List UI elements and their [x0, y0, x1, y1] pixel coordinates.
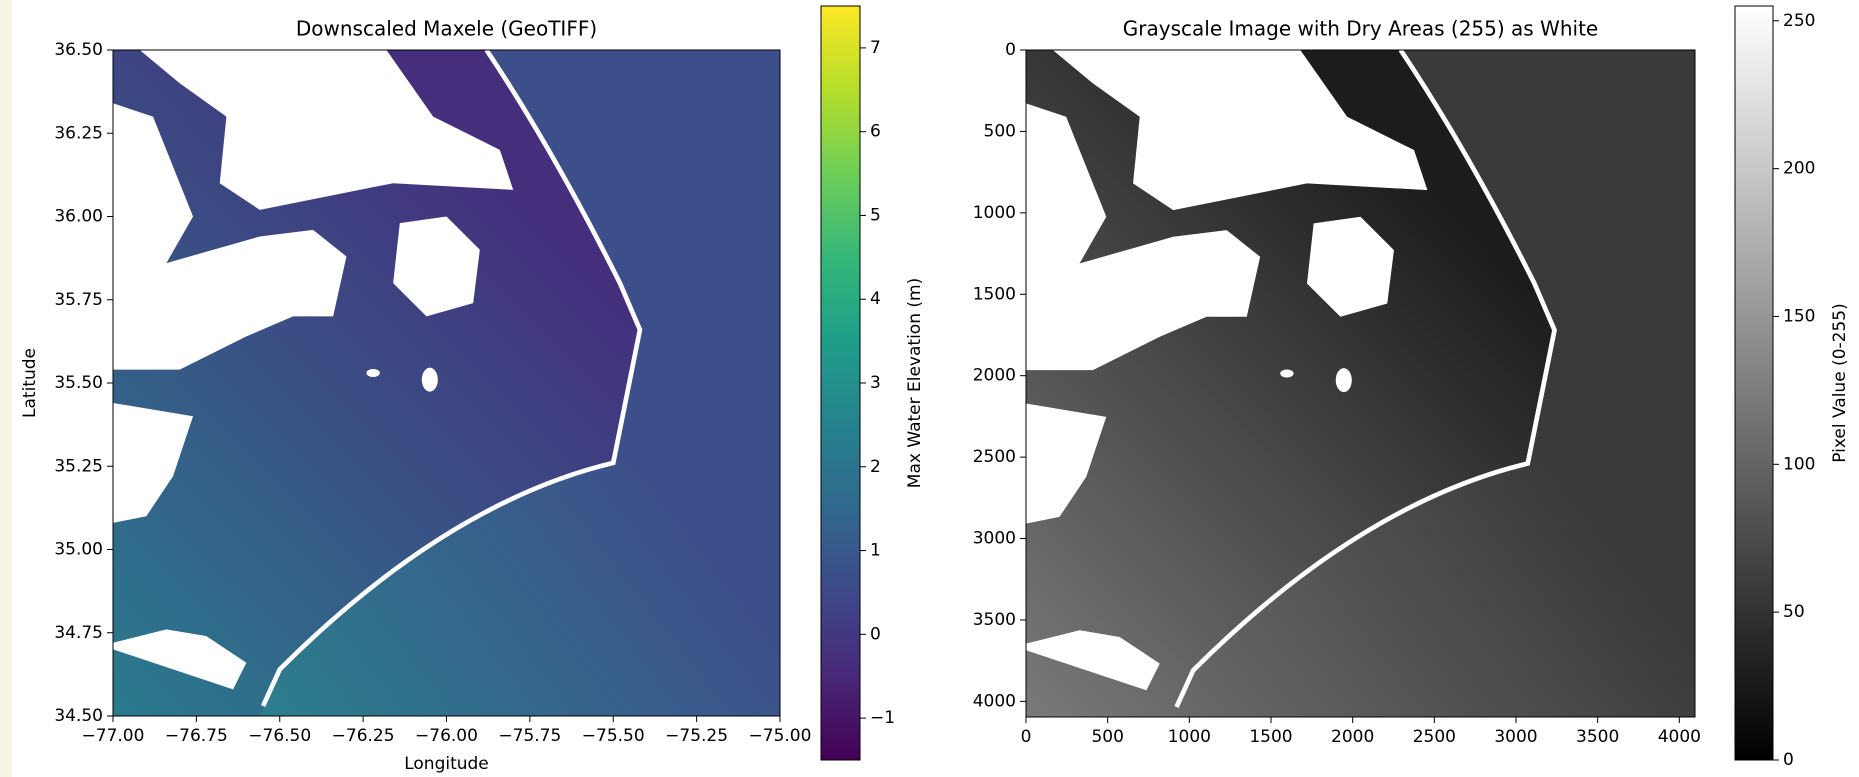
ocean — [259, 50, 781, 716]
colorbar-tick-label: −1 — [870, 708, 895, 728]
x-tick-label: 3000 — [1494, 727, 1537, 747]
colorbar-tick-label: 2 — [870, 457, 881, 477]
x-tick-label: −75.75 — [498, 726, 561, 746]
x-tick-label: −75.25 — [665, 726, 728, 746]
x-tick-label: 1000 — [1168, 727, 1211, 747]
dry-land — [139, 50, 514, 210]
y-tick-label: 1000 — [973, 203, 1016, 223]
colorbar-tick-label: 7 — [870, 38, 881, 58]
ocean — [1173, 50, 1695, 718]
dry-land — [393, 216, 480, 317]
colorbar-tick-label: 0 — [1783, 750, 1794, 770]
dry-land — [113, 629, 247, 690]
y-tick-label: 35.75 — [54, 290, 103, 310]
y-axis-label: Latitude — [20, 348, 40, 418]
y-tick-label: 34.75 — [54, 623, 103, 643]
x-axis-label: Longitude — [404, 754, 489, 774]
x-tick-label: 1500 — [1249, 727, 1292, 747]
y-tick-label: 36.50 — [54, 40, 103, 60]
x-tick-label: 2500 — [1413, 727, 1456, 747]
colorbar-tick-label: 5 — [870, 205, 881, 225]
x-tick-label: 3500 — [1576, 727, 1619, 747]
page-edge — [0, 0, 12, 777]
x-tick-label: 500 — [1091, 727, 1123, 747]
x-tick-label: 4000 — [1658, 727, 1701, 747]
y-tick-label: 36.00 — [54, 207, 103, 227]
chart-title: Grayscale Image with Dry Areas (255) as … — [1123, 17, 1598, 41]
colorbar-tick-label: 200 — [1783, 159, 1815, 179]
y-tick-label: 35.00 — [54, 540, 103, 560]
y-tick-label: 34.50 — [54, 706, 103, 726]
colorbar-tick-label: 6 — [870, 122, 881, 142]
colorbar-tick-label: 3 — [870, 373, 881, 393]
colorbar-tick-label: 0 — [870, 624, 881, 644]
y-tick-label: 4000 — [973, 691, 1016, 711]
island — [421, 367, 438, 392]
dry-land — [113, 103, 347, 370]
colorbar-label: Pixel Value (0-255) — [1830, 303, 1850, 462]
x-tick-label: −76.75 — [165, 726, 228, 746]
x-tick-label: −75.50 — [582, 726, 645, 746]
colorbar — [820, 5, 861, 761]
colorbar-label: Max Water Elevation (m) — [905, 278, 925, 488]
y-tick-label: 3500 — [973, 610, 1016, 630]
dry-land — [1026, 103, 1261, 371]
barrier-island — [1174, 48, 1557, 708]
island — [1335, 368, 1352, 393]
dry-land — [1026, 630, 1160, 691]
colorbar-tick-label: 100 — [1783, 454, 1815, 474]
y-tick-label: 35.50 — [54, 373, 103, 393]
y-tick-label: 36.25 — [54, 123, 103, 143]
dry-land — [113, 402, 194, 523]
colorbar-tick-label: 50 — [1783, 602, 1805, 622]
x-tick-label: −77.00 — [82, 726, 145, 746]
y-tick-label: 0 — [1005, 40, 1016, 60]
x-tick-label: 2000 — [1331, 727, 1374, 747]
dry-land — [1306, 216, 1394, 317]
island — [1280, 369, 1294, 378]
x-tick-label: 0 — [1021, 727, 1032, 747]
barrier-island — [260, 48, 643, 707]
x-tick-label: −76.00 — [415, 726, 478, 746]
y-tick-label: 500 — [984, 121, 1016, 141]
y-tick-label: 1500 — [973, 284, 1016, 304]
dry-land — [1052, 50, 1428, 211]
y-tick-label: 35.25 — [54, 456, 103, 476]
plot-frame — [1025, 49, 1696, 718]
colorbar-tick-label: 150 — [1783, 306, 1815, 326]
x-tick-label: −76.25 — [332, 726, 395, 746]
y-tick-label: 2000 — [973, 366, 1016, 386]
y-tick-label: 2500 — [973, 447, 1016, 467]
colorbar-tick-label: 4 — [870, 289, 881, 309]
map-image — [1026, 48, 1695, 718]
map-image — [113, 48, 781, 716]
island — [366, 369, 380, 378]
x-tick-label: −75.00 — [749, 726, 812, 746]
colorbar-tick-label: 250 — [1783, 11, 1815, 31]
colorbar-tick-label: 1 — [870, 541, 881, 561]
x-tick-label: −76.50 — [248, 726, 311, 746]
chart-title: Downscaled Maxele (GeoTIFF) — [296, 17, 597, 41]
colorbar — [1734, 5, 1774, 761]
y-tick-label: 3000 — [973, 529, 1016, 549]
dry-land — [1026, 403, 1107, 524]
